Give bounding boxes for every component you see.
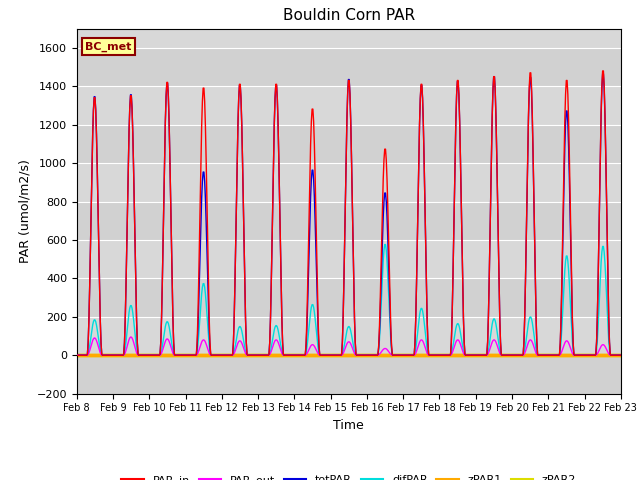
Bar bbox=[77, 48, 621, 86]
Bar bbox=[77, 202, 621, 240]
Title: Bouldin Corn PAR: Bouldin Corn PAR bbox=[283, 9, 415, 24]
Bar bbox=[77, 355, 621, 394]
Legend: PAR_in, PAR_out, totPAR, difPAR, zPAR1, zPAR2: PAR_in, PAR_out, totPAR, difPAR, zPAR1, … bbox=[117, 470, 580, 480]
Text: BC_met: BC_met bbox=[85, 42, 131, 52]
Bar bbox=[77, 278, 621, 317]
Bar bbox=[77, 125, 621, 163]
Y-axis label: PAR (umol/m2/s): PAR (umol/m2/s) bbox=[18, 159, 31, 263]
X-axis label: Time: Time bbox=[333, 419, 364, 432]
